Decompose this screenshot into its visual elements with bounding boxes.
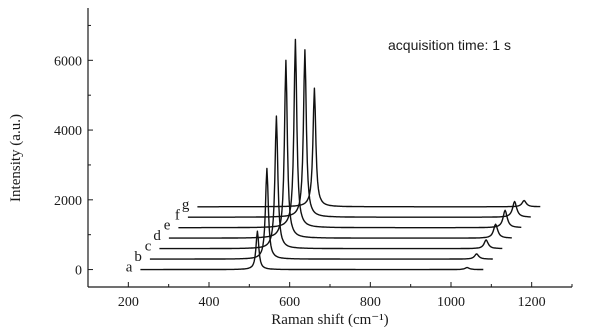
spectrum-b (149, 167, 493, 260)
y-axis-label: Intensity (a.u.) (8, 114, 24, 202)
spectrum-label-c: c (145, 239, 152, 255)
spectrum-label-f: f (175, 207, 180, 223)
axes: 200 400 600 800 1000 1200 0 2000 4000 6000 (54, 8, 573, 310)
spectrum-label-b: b (134, 249, 142, 265)
x-tick-label: 800 (360, 295, 381, 310)
spectrum-e (178, 38, 522, 229)
x-tick-label: 200 (118, 295, 139, 310)
x-tick-label: 1000 (437, 295, 465, 310)
x-tick-label: 600 (279, 295, 300, 310)
spectrum-label-e: e (164, 218, 171, 234)
x-axis-label: Raman shift (cm⁻¹) (271, 312, 388, 328)
spectrum-g (197, 87, 541, 208)
x-tick-label: 1200 (518, 295, 546, 310)
y-tick-label: 2000 (54, 194, 82, 209)
spectrum-c (159, 115, 503, 250)
spectrum-f (187, 49, 531, 218)
y-tick-label: 4000 (54, 124, 82, 139)
spectrum-label-a: a (126, 260, 133, 276)
x-tick-label: 400 (199, 295, 220, 310)
y-tick-label: 6000 (54, 54, 82, 69)
acquisition-time-annotation: acquisition time: 1 s (388, 37, 511, 53)
spectrum-d (168, 59, 512, 239)
spectrum-label-d: d (153, 228, 161, 244)
spectrum-label-g: g (182, 197, 190, 213)
spectrum-a (140, 230, 484, 271)
y-tick-label: 0 (75, 264, 82, 279)
